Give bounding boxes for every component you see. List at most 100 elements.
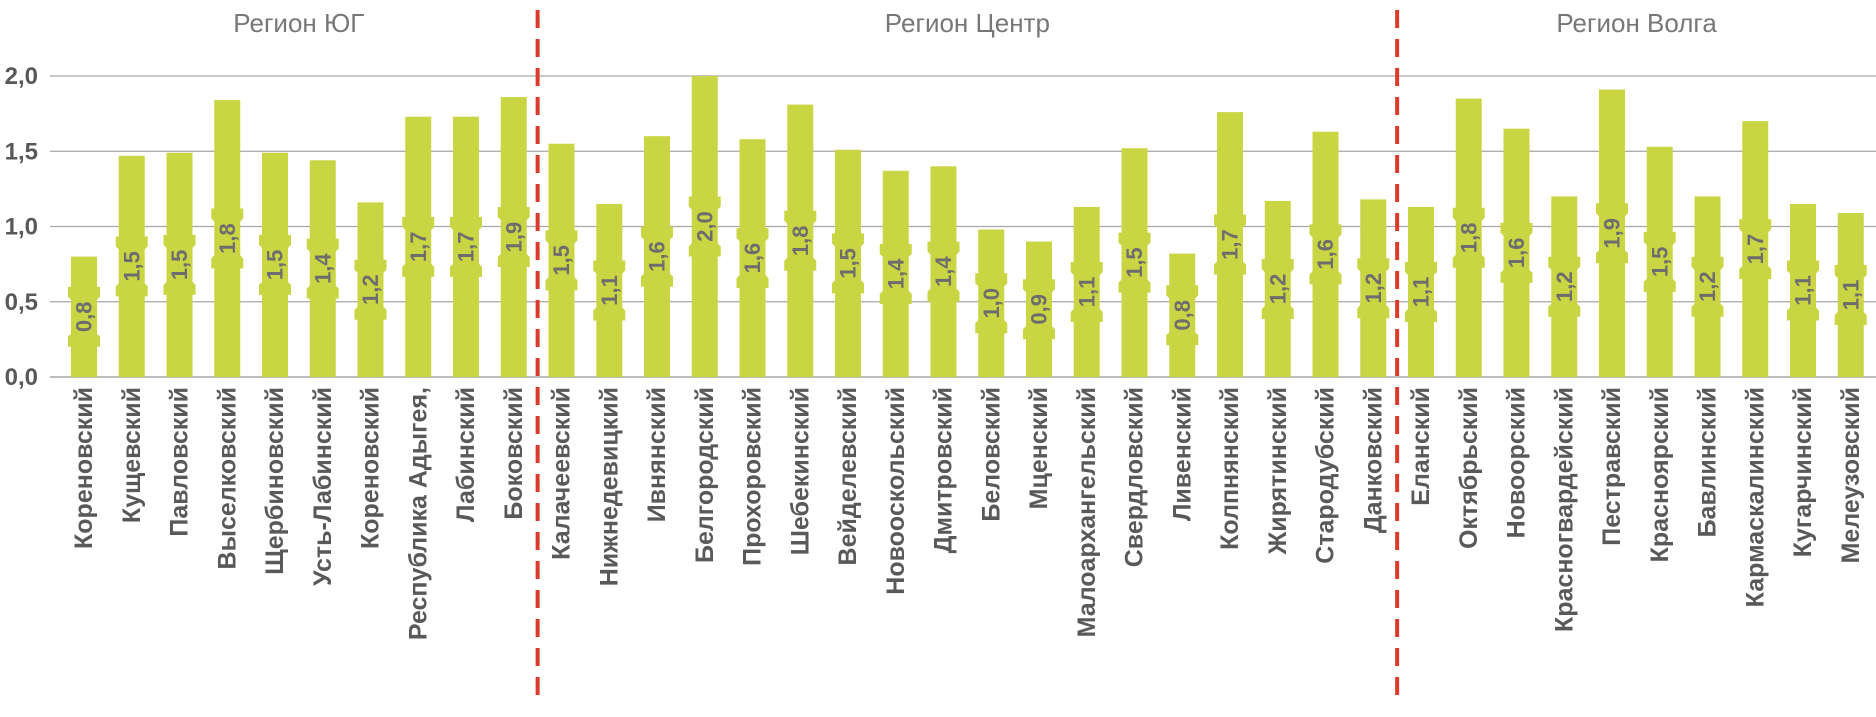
x-tick-label: Новоорский: [1503, 387, 1531, 538]
x-tick-label: Выселковский: [213, 387, 241, 569]
data-label-box: [1261, 258, 1294, 319]
data-label: 0,8: [1170, 300, 1195, 331]
y-tick-label: 0,5: [5, 289, 38, 316]
x-tick-label: Калачеевский: [548, 387, 576, 560]
x-tick-label: Стародубский: [1312, 387, 1340, 564]
x-tick-label: Вейделевский: [834, 387, 862, 565]
data-label: 1,1: [1791, 275, 1816, 306]
x-tick-label: Мелеузовский: [1837, 387, 1865, 563]
region-title: Регион ЮГ: [233, 8, 364, 38]
data-label: 1,5: [836, 248, 861, 279]
data-label: 1,1: [1409, 277, 1434, 308]
x-tick-label: Щербиновский: [261, 387, 289, 575]
x-tick-label: Красногвардейский: [1550, 387, 1578, 632]
data-label-box: [497, 207, 530, 268]
data-label-box: [354, 259, 387, 320]
x-tick-label: Колпнянский: [1216, 387, 1244, 550]
data-labels: 0,8 1,5 1,5 1,8 1,5 1,4 1,2 1,7 1,7 1,9 1,5 1,1 1,6 2…: [68, 196, 1867, 347]
x-tick-label: Малоархангельский: [1073, 387, 1101, 637]
data-label-box: [688, 196, 721, 257]
data-label-box: [975, 273, 1008, 334]
data-label-box: [306, 238, 339, 299]
data-label: 1,1: [1074, 277, 1099, 308]
data-label-box: [115, 236, 148, 297]
data-label-box: [1500, 222, 1533, 283]
data-label: 1,2: [358, 274, 383, 305]
data-label-box: [1452, 207, 1485, 268]
data-label: 1,9: [1600, 218, 1625, 249]
data-label: 1,6: [740, 243, 765, 274]
data-label: 0,8: [72, 302, 97, 333]
x-tick-label: Красноярский: [1646, 387, 1674, 562]
y-tick-label: 1,5: [5, 138, 38, 165]
data-label: 1,5: [549, 245, 574, 276]
data-label: 1,5: [263, 250, 288, 281]
data-label: 1,4: [883, 258, 908, 289]
data-label-box: [450, 216, 482, 277]
x-tick-label: Кармаскалинский: [1741, 387, 1769, 607]
data-label: 1,4: [310, 253, 335, 284]
x-tick-label: Ивнянский: [643, 387, 671, 522]
data-label: 1,2: [1552, 271, 1577, 302]
data-label: 1,1: [597, 275, 622, 306]
data-label: 1,7: [1743, 234, 1768, 265]
data-label-box: [641, 226, 673, 287]
data-label: 2,0: [692, 211, 717, 242]
x-tick-label: Ливенский: [1168, 387, 1196, 521]
y-tick-label: 2,0: [5, 63, 38, 90]
data-label-box: [1357, 258, 1390, 319]
y-tick-label: 0,0: [5, 364, 38, 391]
data-label: 0,9: [1027, 294, 1052, 325]
data-label-box: [545, 230, 578, 291]
data-label-box: [1739, 219, 1772, 280]
data-label-box: [1787, 260, 1819, 321]
data-label-box: [1023, 279, 1055, 340]
x-tick-label: Боковский: [500, 387, 528, 520]
x-tick-label: Павловский: [166, 387, 194, 537]
region-title: Регион Волга: [1556, 8, 1717, 38]
data-label-box: [68, 286, 100, 347]
data-label: 1,4: [931, 256, 956, 287]
x-tick-label: Белгородский: [691, 387, 719, 563]
data-label-box: [1691, 256, 1724, 317]
data-label: 1,8: [215, 223, 240, 254]
data-label-box: [1118, 232, 1151, 293]
data-label-box: [784, 210, 817, 271]
x-axis-labels: Кореновский Кущевский Павловский Выселковск…: [70, 387, 1865, 640]
data-label-box: [1834, 264, 1867, 325]
x-tick-label: Кущевский: [118, 387, 146, 523]
data-label-box: [1309, 224, 1342, 285]
x-tick-label: Усть-Лабинский: [309, 387, 337, 586]
data-label-box: [593, 260, 626, 321]
data-label-box: [163, 234, 196, 295]
data-label: 1,7: [454, 232, 479, 263]
x-tick-label: Кугарчинский: [1789, 387, 1817, 557]
x-tick-label: Бавлинский: [1694, 387, 1722, 537]
x-tick-label: Беловский: [977, 387, 1005, 522]
x-tick-label: Жирятинский: [1264, 387, 1292, 555]
x-tick-label: Дмитровский: [930, 387, 958, 553]
x-tick-label: Новооскольский: [882, 387, 910, 595]
x-tick-label: Шебекинский: [786, 387, 814, 555]
x-tick-label: Республика Адыгея,: [404, 387, 432, 640]
data-label-box: [736, 228, 769, 289]
data-label: 1,6: [1504, 238, 1529, 269]
data-label-box: [1643, 231, 1676, 292]
data-label-box: [927, 241, 960, 302]
data-label-box: [832, 233, 864, 294]
data-label-box: [259, 234, 291, 295]
x-tick-label: Свердловский: [1121, 387, 1149, 567]
data-label: 1,9: [501, 222, 526, 253]
data-label: 1,0: [979, 288, 1004, 319]
data-label: 1,6: [1313, 239, 1338, 270]
x-tick-label: Кореновский: [70, 387, 98, 549]
data-label: 1,7: [1218, 229, 1243, 260]
data-label-box: [1548, 256, 1581, 317]
data-label-box: [402, 216, 435, 277]
x-tick-label: Октябрьский: [1455, 387, 1483, 549]
x-tick-label: Пестравский: [1598, 387, 1626, 546]
data-label: 1,5: [1647, 247, 1672, 278]
x-tick-label: Мценский: [1025, 387, 1053, 509]
region-title: Регион Центр: [885, 8, 1050, 38]
